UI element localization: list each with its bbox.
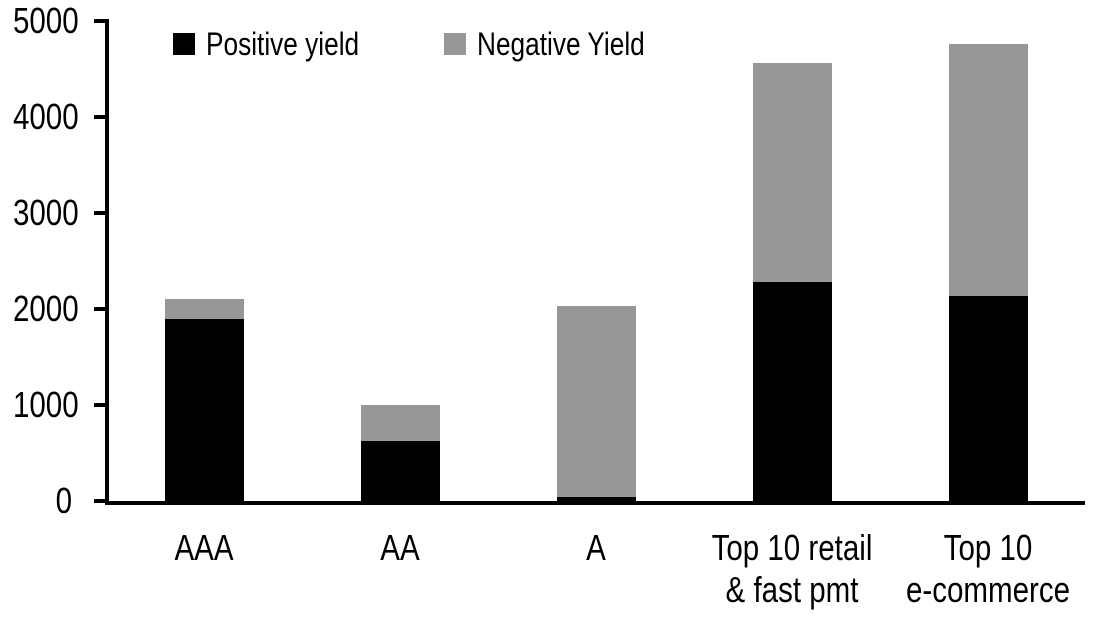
y-axis-line <box>105 19 109 505</box>
x-axis-label-a: A <box>481 527 711 569</box>
bar-segment-positive-yield-top-10-e-commerce <box>949 296 1028 501</box>
y-tick-mark <box>94 403 105 407</box>
y-tick-mark <box>94 499 105 503</box>
bar-segment-positive-yield-top-10-retail-fast-pmt <box>753 282 832 501</box>
bar-segment-positive-yield-a <box>557 497 636 501</box>
bar-segment-negative-yield-top-10-retail-fast-pmt <box>753 63 832 282</box>
y-tick-mark <box>94 307 105 311</box>
y-tick-mark <box>94 211 105 215</box>
x-axis-label-top-10-e-commerce: Top 10 e-commerce <box>873 527 1102 611</box>
bar-segment-positive-yield-aa <box>361 441 440 501</box>
y-tick-label: 1000 <box>12 384 79 425</box>
legend-item-positive-yield: Positive yield <box>173 28 393 60</box>
y-tick-mark <box>94 115 105 119</box>
x-axis-label-top-10-retail-fast-pmt: Top 10 retail & fast pmt <box>677 527 907 611</box>
bar-segment-negative-yield-aaa <box>165 299 244 319</box>
x-axis-label-line: e-commerce <box>905 569 1071 610</box>
y-tick-label: 2000 <box>12 288 79 329</box>
y-tick-label: 0 <box>55 480 72 521</box>
y-tick-label: 4000 <box>12 96 79 137</box>
x-axis-label-line: & fast pmt <box>725 569 859 610</box>
legend-label-negative-yield: Negative Yield <box>476 26 645 62</box>
y-tick-label: 5000 <box>12 0 79 41</box>
x-axis-label-line: A <box>586 527 606 568</box>
legend-swatch-negative-yield <box>443 33 466 55</box>
bar-segment-positive-yield-aaa <box>165 319 244 501</box>
x-axis-label-aaa: AAA <box>89 527 319 569</box>
x-axis-label-aa: AA <box>285 527 515 569</box>
x-axis-line <box>105 501 1085 505</box>
x-axis-label-line: AAA <box>174 527 234 568</box>
legend-swatch-positive-yield <box>173 33 195 55</box>
x-axis-label-line: Top 10 retail <box>711 527 873 568</box>
chart-legend: Positive yield Negative Yield <box>173 28 681 60</box>
x-axis-label-line: Top 10 <box>943 527 1033 568</box>
y-tick-label: 3000 <box>12 192 79 233</box>
y-tick-mark <box>94 19 105 23</box>
legend-label-positive-yield: Positive yield <box>206 26 360 62</box>
bar-segment-negative-yield-a <box>557 306 636 497</box>
x-axis-label-line: AA <box>380 527 420 568</box>
bar-segment-negative-yield-top-10-e-commerce <box>949 44 1028 296</box>
legend-item-negative-yield: Negative Yield <box>443 26 682 62</box>
bar-segment-negative-yield-aa <box>361 405 440 441</box>
